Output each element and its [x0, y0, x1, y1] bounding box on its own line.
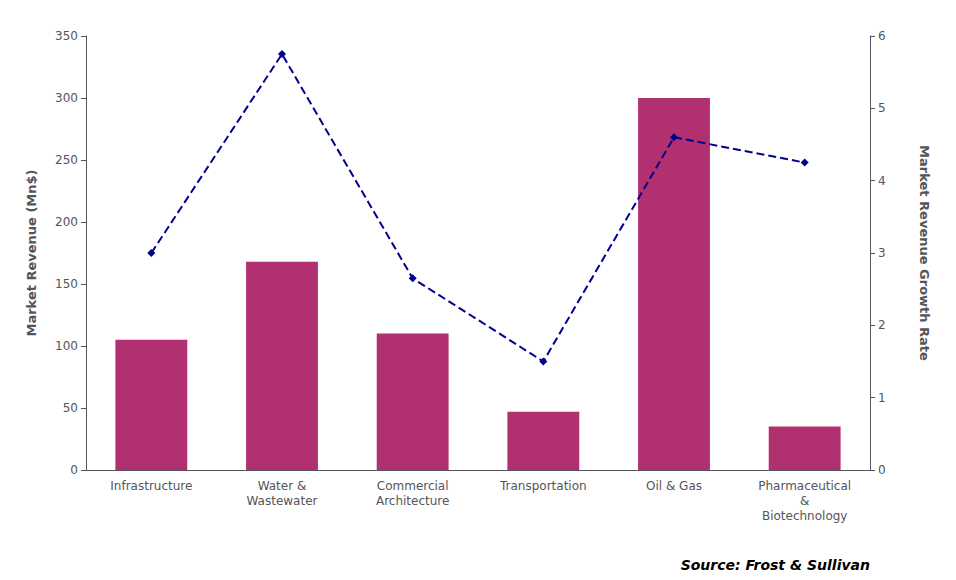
svg-text:Market Revenue (Mn$): Market Revenue (Mn$) — [24, 169, 39, 336]
svg-text:5: 5 — [878, 101, 886, 115]
svg-text:&: & — [800, 494, 809, 508]
svg-text:250: 250 — [55, 153, 78, 167]
svg-text:0: 0 — [70, 463, 78, 477]
svg-text:3: 3 — [878, 246, 886, 260]
svg-text:350: 350 — [55, 29, 78, 43]
svg-text:Source: Frost & Sullivan: Source: Frost & Sullivan — [681, 557, 870, 573]
svg-text:150: 150 — [55, 277, 78, 291]
svg-text:Commercial: Commercial — [377, 479, 449, 493]
svg-text:Market Revenue Growth Rate: Market Revenue Growth Rate — [917, 145, 932, 361]
svg-text:Biotechnology: Biotechnology — [762, 509, 848, 523]
svg-text:1: 1 — [878, 391, 886, 405]
svg-text:200: 200 — [55, 215, 78, 229]
svg-text:Infrastructure: Infrastructure — [110, 479, 192, 493]
svg-text:Architecture: Architecture — [376, 494, 449, 508]
svg-text:100: 100 — [55, 339, 78, 353]
svg-text:6: 6 — [878, 29, 886, 43]
svg-text:Oil & Gas: Oil & Gas — [646, 479, 702, 493]
svg-text:Pharmaceutical: Pharmaceutical — [758, 479, 851, 493]
svg-text:4: 4 — [878, 174, 886, 188]
svg-text:Wastewater: Wastewater — [247, 494, 318, 508]
svg-text:300: 300 — [55, 91, 78, 105]
svg-text:0: 0 — [878, 463, 886, 477]
svg-text:Transportation: Transportation — [499, 479, 587, 493]
svg-text:50: 50 — [63, 401, 78, 415]
svg-text:Water &: Water & — [258, 479, 307, 493]
svg-text:2: 2 — [878, 318, 886, 332]
